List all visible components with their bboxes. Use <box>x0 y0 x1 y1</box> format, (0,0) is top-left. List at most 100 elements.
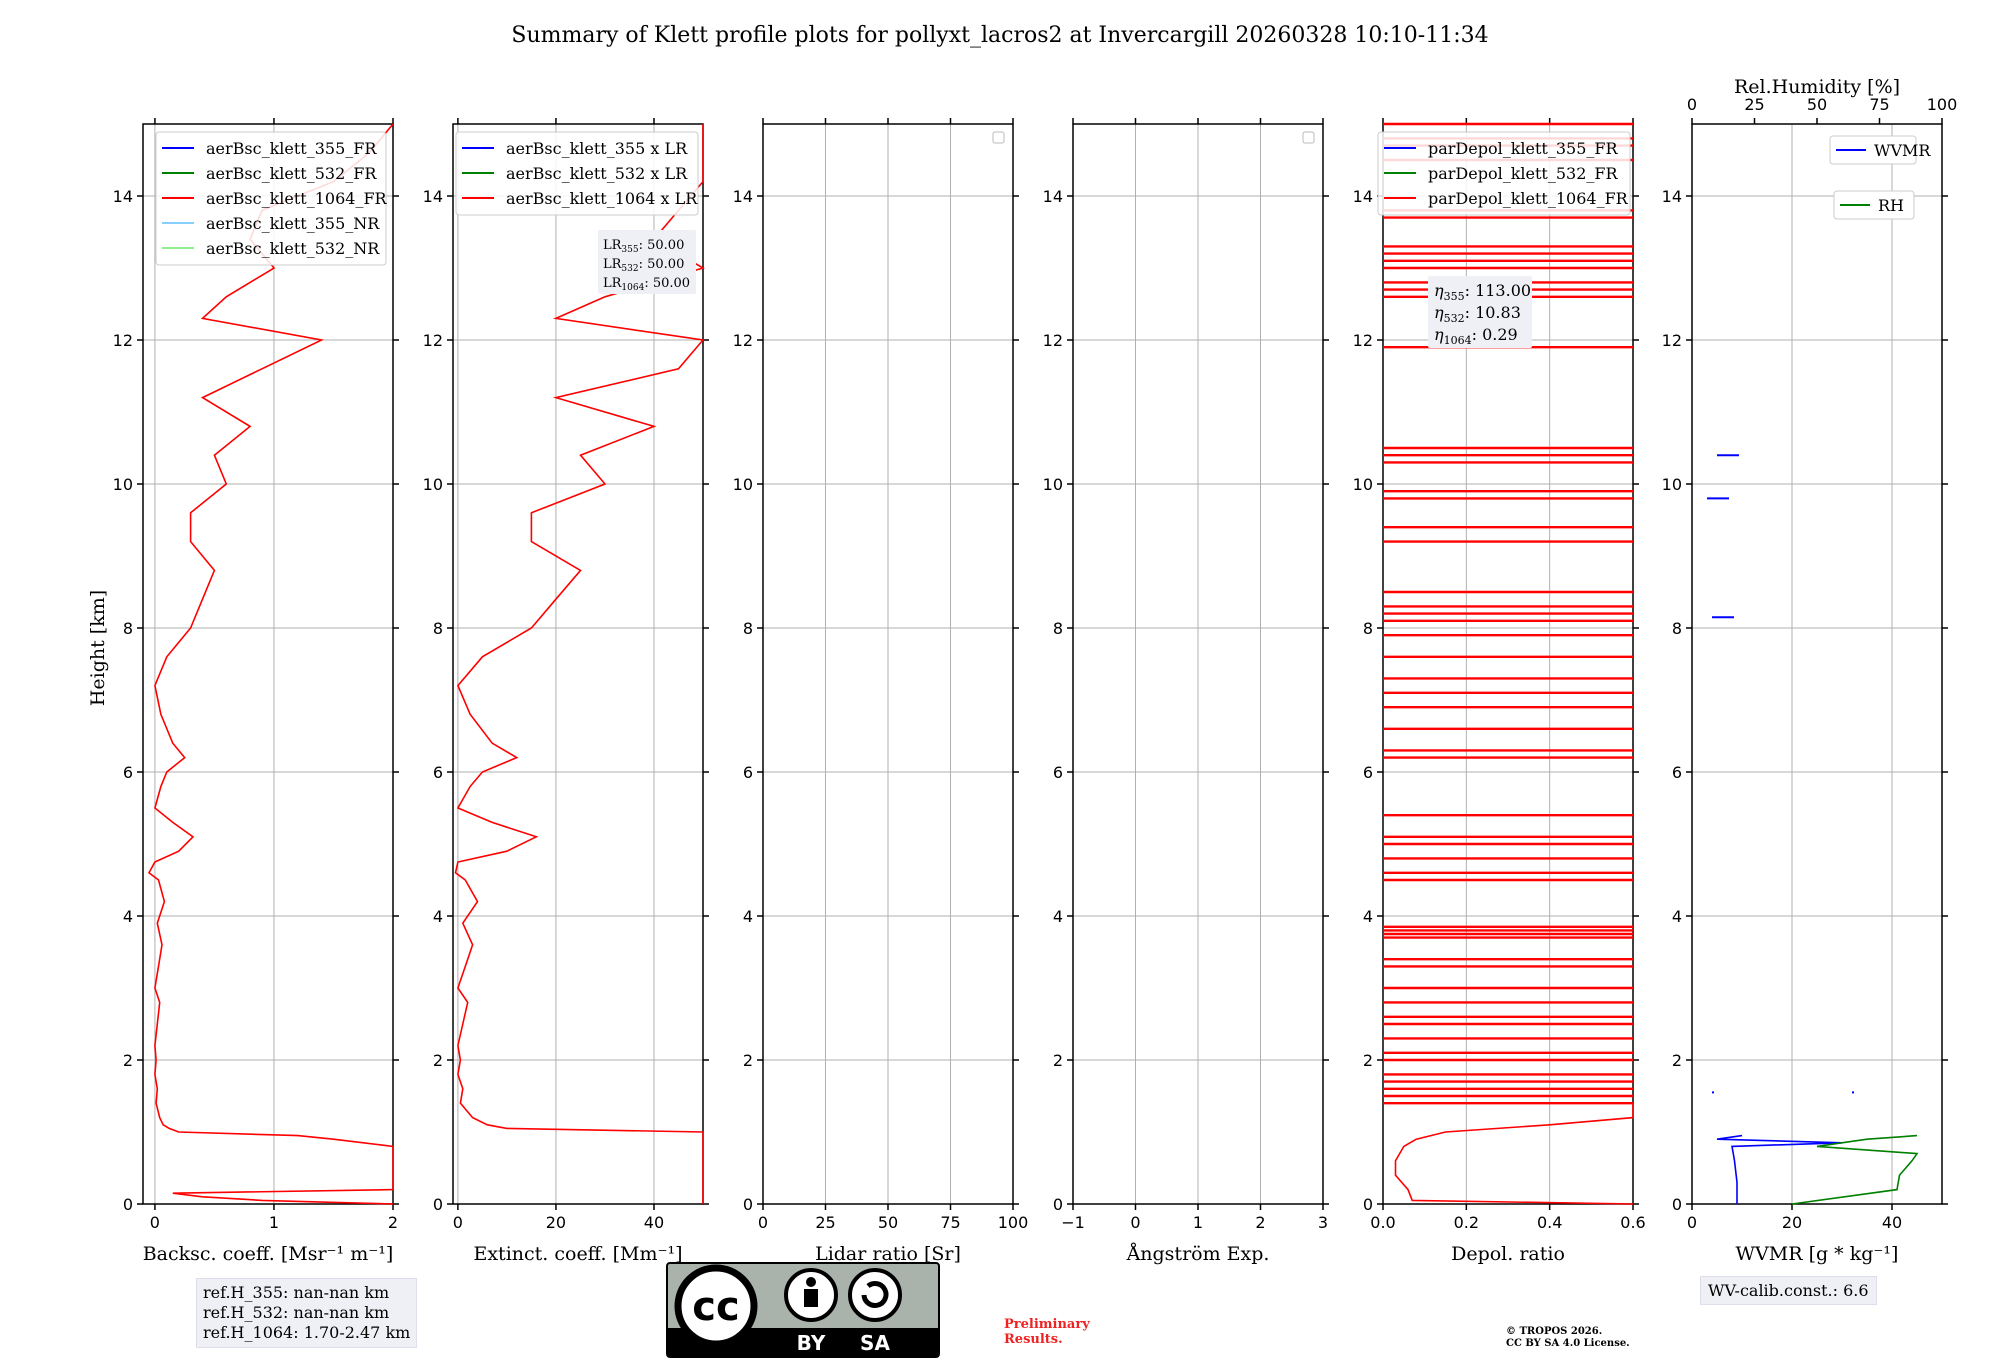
y-axis-label: Height [km] <box>87 590 109 706</box>
x-tick-label: 0.6 <box>1620 1213 1645 1232</box>
x-axis-label: Depol. ratio <box>1451 1243 1565 1265</box>
x-tick-label: 1 <box>269 1213 279 1232</box>
x-tick-label: 0.2 <box>1454 1213 1479 1232</box>
y-tick-label: 6 <box>123 763 133 782</box>
y-tick-label: 10 <box>1043 475 1063 494</box>
y-tick-label: 2 <box>1672 1051 1682 1070</box>
y-tick-label: 6 <box>1363 763 1373 782</box>
legend-entry: aerBsc_klett_532 x LR <box>506 164 688 183</box>
eta-info-line: η1064: 0.29 <box>1434 325 1518 347</box>
lr-info-box <box>598 230 696 294</box>
ref-height-532: ref.H_532: nan-nan km <box>203 1303 390 1322</box>
x-tick-label: 20 <box>546 1213 566 1232</box>
x-axis-label: Backsc. coeff. [Msr⁻¹ m⁻¹] <box>143 1243 394 1265</box>
y-tick-label: 0 <box>123 1195 133 1214</box>
x-tick-label: 75 <box>940 1213 960 1232</box>
legend-entry: aerBsc_klett_355_FR <box>206 139 377 158</box>
x-tick-label: 0 <box>1130 1213 1140 1232</box>
y-tick-label: 6 <box>1672 763 1682 782</box>
legend-box <box>1377 131 1631 216</box>
x-tick-label: 0 <box>150 1213 160 1232</box>
y-tick-label: 14 <box>113 187 133 206</box>
legend-entry: aerBsc_klett_532_FR <box>206 164 377 183</box>
rh-axis-label: Rel.Humidity [%] <box>1734 76 1900 98</box>
x-tick-label: 0.4 <box>1537 1213 1562 1232</box>
legend-box <box>155 131 387 266</box>
axes-frame <box>1691 123 1943 1205</box>
x-tick-label: 40 <box>1882 1213 1902 1232</box>
y-tick-label: 10 <box>733 475 753 494</box>
cc-by-text: BY <box>797 1331 826 1355</box>
x-tick-label: 25 <box>815 1213 835 1232</box>
y-tick-label: 4 <box>1363 907 1373 926</box>
y-tick-label: 12 <box>423 331 443 350</box>
axes-frame <box>762 123 1014 1205</box>
y-tick-label: 14 <box>733 187 753 206</box>
y-tick-label: 8 <box>1672 619 1682 638</box>
lr-info-line: LR532: 50.00 <box>603 257 684 274</box>
eta-info-line: η532: 10.83 <box>1434 303 1521 325</box>
figure-title: Summary of Klett profile plots for polly… <box>511 23 1488 48</box>
x-tick-label: 20 <box>1782 1213 1802 1232</box>
y-tick-label: 2 <box>1053 1051 1063 1070</box>
x-tick-label: 0.0 <box>1370 1213 1395 1232</box>
rh-tick-label: 100 <box>1927 95 1958 114</box>
y-tick-label: 6 <box>1053 763 1063 782</box>
y-tick-label: 0 <box>1363 1195 1373 1214</box>
y-tick-label: 4 <box>1053 907 1063 926</box>
y-tick-label: 10 <box>113 475 133 494</box>
y-tick-label: 2 <box>1363 1051 1373 1070</box>
axes-frame <box>142 123 394 1205</box>
lr-info-line: LR355: 50.00 <box>603 238 684 255</box>
cc-by-sa-badge: cc BY SA <box>666 1262 940 1358</box>
y-tick-label: 6 <box>743 763 753 782</box>
y-tick-label: 8 <box>123 619 133 638</box>
x-tick-label: 1 <box>1193 1213 1203 1232</box>
x-tick-label: 40 <box>644 1213 664 1232</box>
x-axis-label: Extinct. coeff. [Mm⁻¹] <box>473 1243 682 1265</box>
legend-entry: parDepol_klett_1064_FR <box>1428 189 1629 208</box>
y-tick-label: 0 <box>1672 1195 1682 1214</box>
y-tick-label: 12 <box>113 331 133 350</box>
y-tick-label: 2 <box>743 1051 753 1070</box>
axes-frame <box>452 123 704 1205</box>
x-tick-label: 2 <box>388 1213 398 1232</box>
y-tick-label: 14 <box>1353 187 1373 206</box>
y-tick-label: 14 <box>1662 187 1682 206</box>
y-tick-label: 10 <box>1662 475 1682 494</box>
y-tick-label: 4 <box>123 907 133 926</box>
y-tick-label: 0 <box>433 1195 443 1214</box>
panel-lr: 0 25 50 75 100 0 2 4 6 8 10 12 14 Lidar ratio [Sr] <box>733 118 1028 1265</box>
empty-legend-box <box>1302 131 1315 144</box>
series-depol-1064-fr <box>1394 1103 1634 1205</box>
y-tick-label: 8 <box>743 619 753 638</box>
y-tick-label: 14 <box>1043 187 1063 206</box>
y-tick-label: 10 <box>1353 475 1373 494</box>
y-tick-label: 4 <box>1672 907 1682 926</box>
rh-tick-label: 0 <box>1687 95 1697 114</box>
lr-info-line: LR1064: 50.00 <box>603 276 690 293</box>
y-tick-label: 2 <box>433 1051 443 1070</box>
panel-ext: 0 20 40 0 2 4 6 8 10 12 14 Extinct. coeff. [Mm⁻¹] ae… <box>423 118 709 1265</box>
copyright-line-2: CC BY SA 4.0 License. <box>1506 1338 1630 1349</box>
rh-tick-label: 50 <box>1807 95 1827 114</box>
preliminary-line-1: Preliminary <box>1004 1317 1090 1332</box>
y-tick-label: 8 <box>433 619 443 638</box>
legend-entry: aerBsc_klett_355 x LR <box>506 139 688 158</box>
x-axis-label: Ångström Exp. <box>1126 1243 1270 1265</box>
y-tick-label: 12 <box>1353 331 1373 350</box>
series-ext-1064-fr <box>454 124 705 1204</box>
preliminary-results-note: Preliminary Results. <box>1004 1317 1090 1347</box>
y-tick-label: 8 <box>1363 619 1373 638</box>
x-tick-label: 50 <box>878 1213 898 1232</box>
y-tick-label: 12 <box>733 331 753 350</box>
cc-logo-text: cc <box>692 1284 739 1330</box>
copyright-line-1: © TROPOS 2026. <box>1506 1326 1603 1337</box>
y-tick-label: 10 <box>423 475 443 494</box>
y-tick-label: 4 <box>433 907 443 926</box>
rh-tick-label: 25 <box>1744 95 1764 114</box>
x-tick-label: 0 <box>758 1213 768 1232</box>
legend-entry: aerBsc_klett_1064_FR <box>206 189 388 208</box>
